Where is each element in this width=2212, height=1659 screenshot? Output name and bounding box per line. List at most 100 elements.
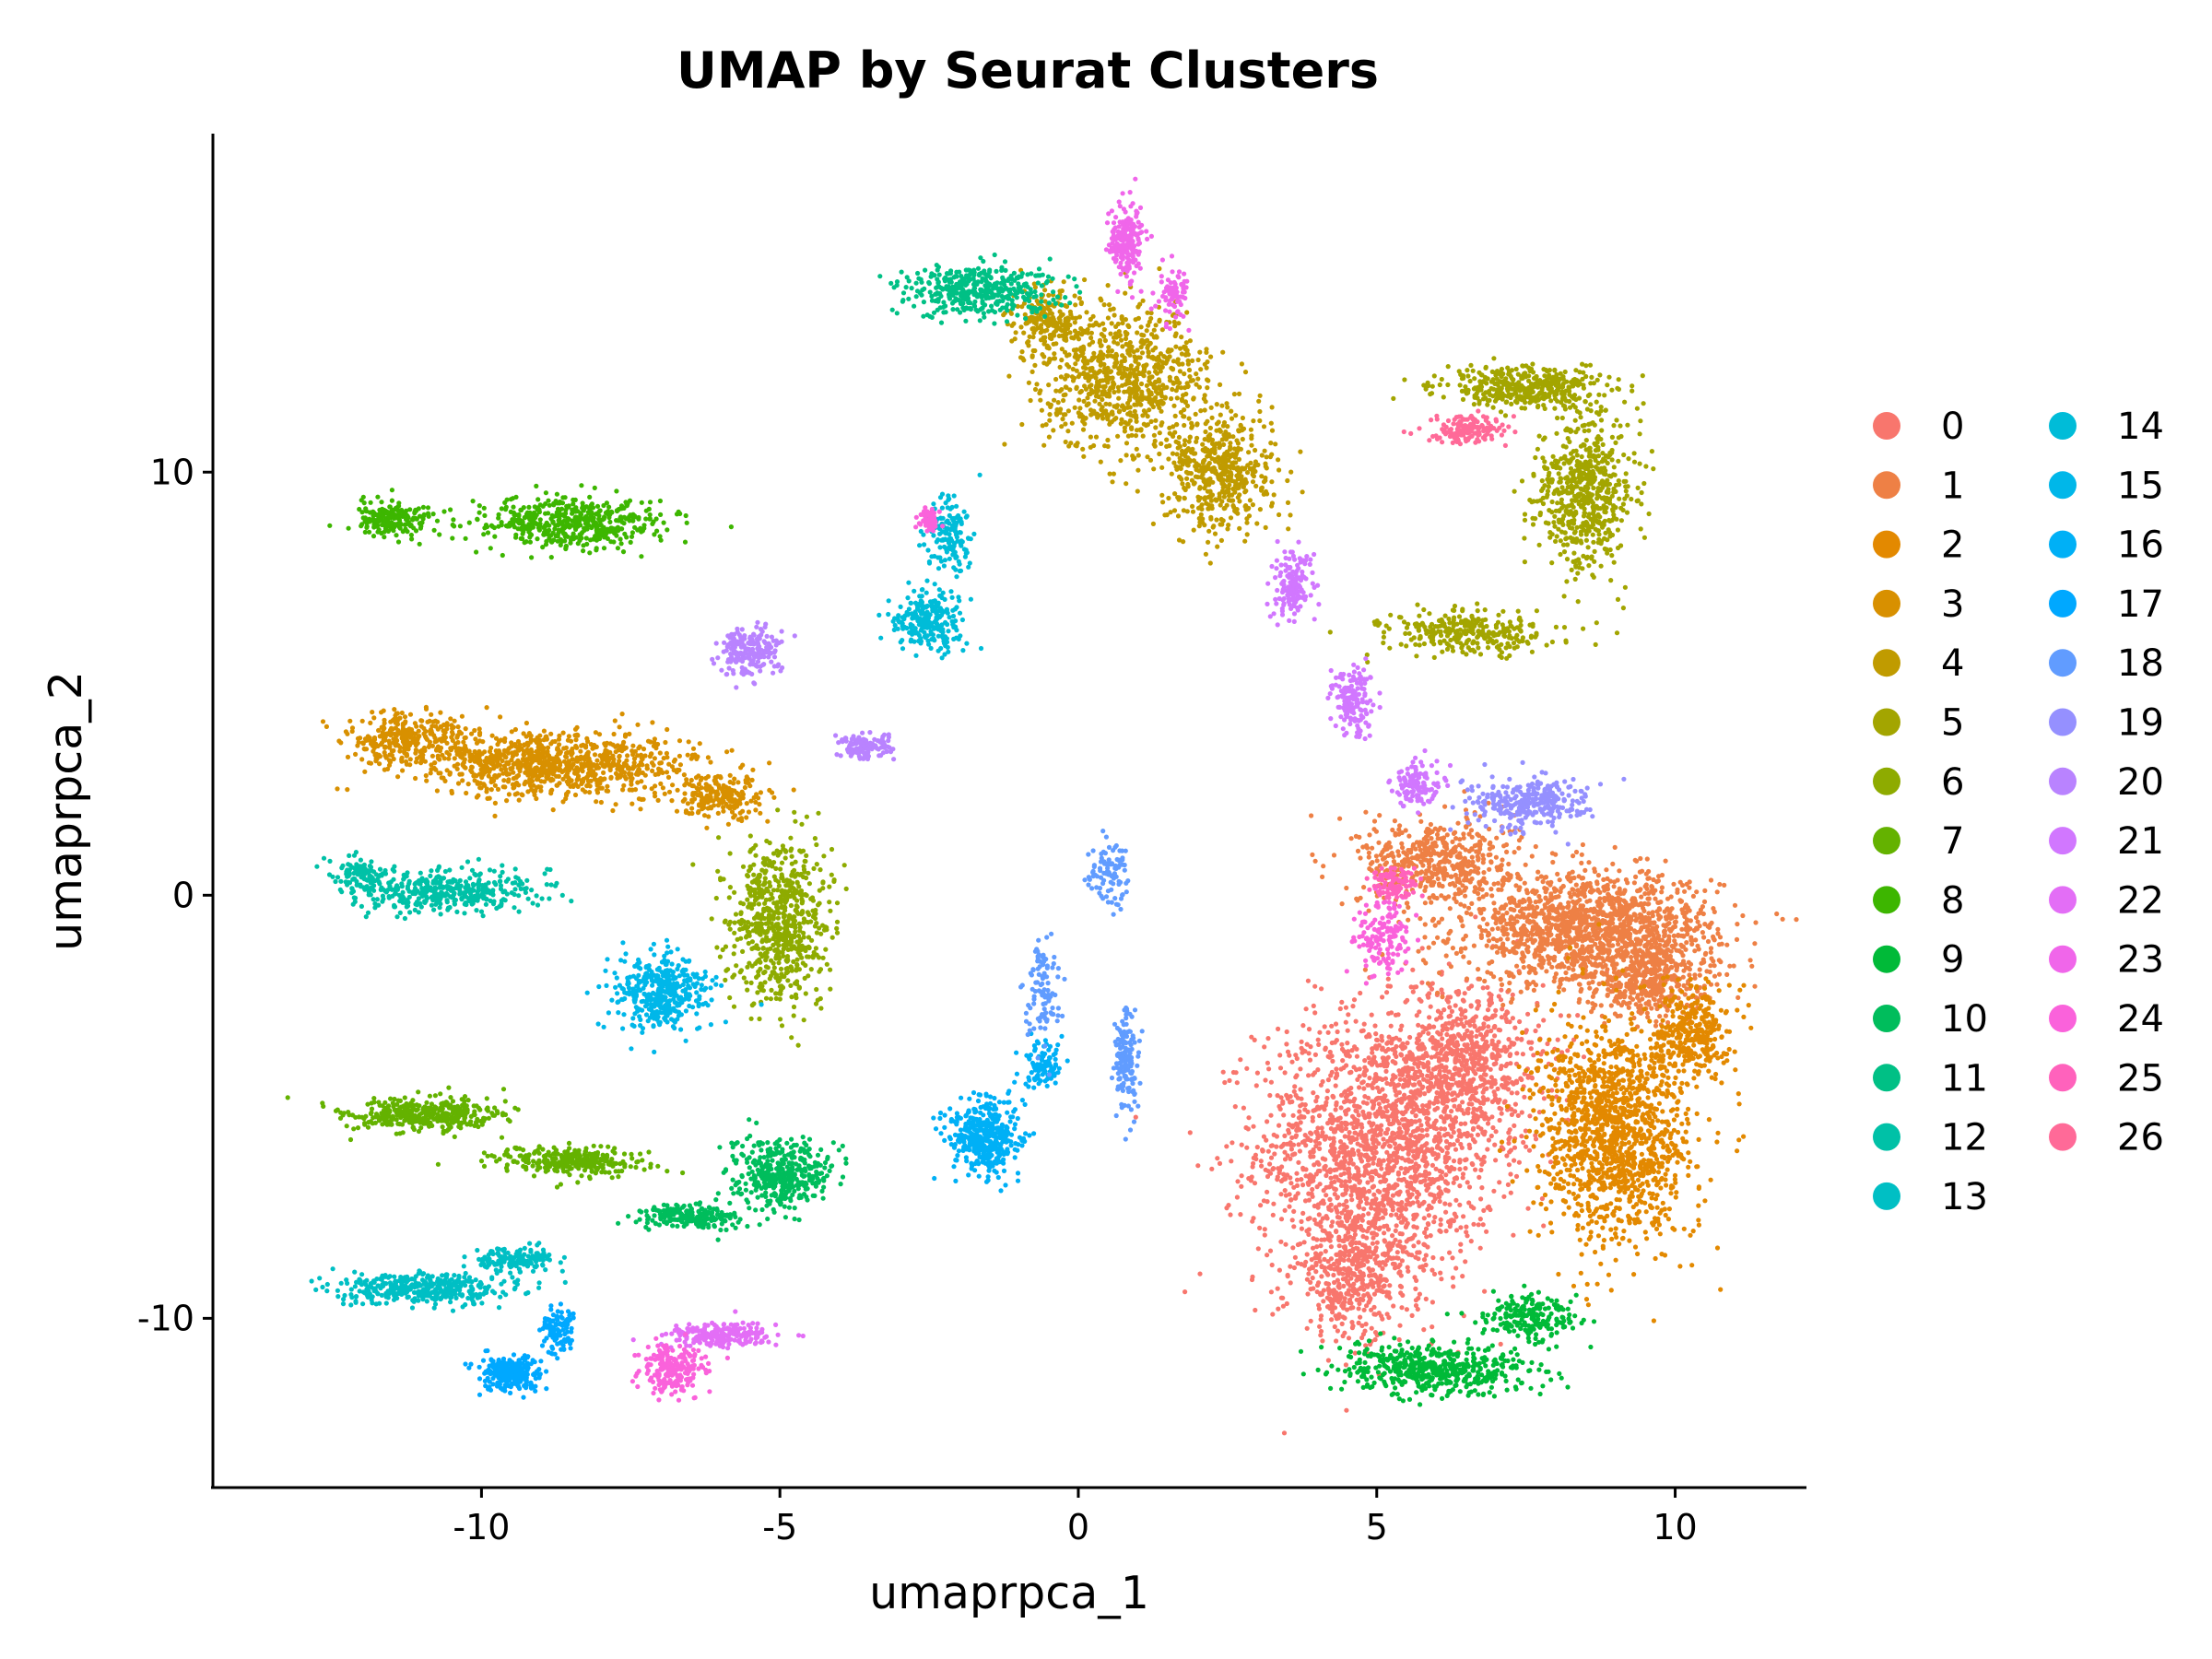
point	[1479, 887, 1485, 892]
point	[1348, 1121, 1355, 1126]
point	[1520, 912, 1525, 918]
point	[1563, 976, 1570, 982]
point	[1353, 833, 1359, 840]
point	[1302, 1198, 1309, 1204]
point	[1711, 906, 1716, 912]
point	[1475, 1132, 1481, 1137]
point	[1283, 1241, 1288, 1247]
point	[1346, 1087, 1351, 1092]
point	[1417, 1092, 1423, 1098]
point	[1471, 1221, 1477, 1227]
point	[1442, 1201, 1448, 1206]
point	[1424, 1127, 1430, 1133]
point	[1538, 944, 1544, 949]
point	[1408, 1104, 1414, 1110]
point	[1389, 1255, 1394, 1261]
point	[1553, 894, 1559, 900]
point	[1440, 1036, 1445, 1041]
point	[1533, 900, 1538, 905]
point	[1366, 1265, 1371, 1271]
point	[1337, 1115, 1343, 1121]
point	[1430, 1324, 1435, 1330]
point	[1360, 1233, 1366, 1240]
point	[1325, 1077, 1331, 1083]
point	[1561, 929, 1567, 935]
point	[1695, 919, 1700, 924]
point	[1489, 1054, 1495, 1060]
point	[1526, 898, 1533, 903]
point	[1632, 901, 1638, 907]
point	[1666, 908, 1672, 913]
point	[1368, 861, 1373, 866]
point	[1271, 1201, 1277, 1206]
point	[1349, 1325, 1355, 1331]
point	[1446, 1014, 1452, 1019]
point	[1666, 926, 1672, 932]
point	[1364, 1140, 1370, 1146]
point	[1320, 874, 1325, 880]
point	[1380, 1265, 1385, 1271]
point	[1440, 1023, 1445, 1029]
point	[1697, 972, 1702, 978]
point	[1270, 1312, 1276, 1317]
point	[1749, 963, 1755, 969]
point	[1505, 936, 1511, 942]
point	[1281, 1112, 1287, 1118]
point	[1466, 831, 1472, 837]
point	[1458, 1017, 1464, 1022]
point	[1197, 1271, 1203, 1277]
point	[1587, 898, 1593, 903]
point	[1356, 1306, 1361, 1312]
point	[1419, 980, 1425, 985]
point	[1451, 830, 1457, 837]
point	[1386, 1011, 1392, 1017]
point	[1450, 880, 1455, 887]
point	[1315, 1205, 1321, 1210]
point	[1546, 932, 1551, 938]
point	[1431, 1137, 1437, 1143]
point	[1308, 1318, 1313, 1324]
point	[1405, 1183, 1410, 1189]
point	[1516, 1159, 1522, 1165]
point	[1454, 1053, 1460, 1059]
point	[1334, 1071, 1339, 1077]
point	[1346, 1335, 1352, 1341]
point	[1700, 911, 1706, 917]
point	[1270, 1212, 1276, 1218]
point	[1501, 952, 1507, 959]
point	[1498, 936, 1503, 942]
point	[1451, 1180, 1456, 1185]
point	[1421, 1327, 1427, 1333]
point	[1396, 1215, 1402, 1221]
point	[1655, 912, 1661, 918]
point	[1284, 1041, 1289, 1047]
point	[1615, 952, 1620, 959]
point	[1228, 1212, 1233, 1218]
point	[1639, 894, 1644, 900]
point	[1441, 938, 1446, 944]
point	[1277, 1103, 1282, 1110]
point	[1335, 1029, 1340, 1035]
point	[1469, 900, 1475, 907]
point	[1478, 1196, 1484, 1202]
point	[1359, 1029, 1364, 1034]
point	[1328, 1175, 1334, 1181]
point	[1458, 1133, 1464, 1138]
point	[1659, 889, 1665, 895]
point	[1722, 882, 1727, 888]
point	[1396, 827, 1402, 832]
point	[1437, 1135, 1442, 1140]
point	[1451, 1159, 1457, 1164]
point	[1459, 1145, 1465, 1150]
point	[1463, 1166, 1468, 1171]
point	[1367, 1120, 1372, 1125]
point	[1424, 1108, 1430, 1113]
point	[1499, 1111, 1504, 1116]
point	[1522, 880, 1527, 886]
point	[1333, 1107, 1338, 1112]
point	[1378, 1109, 1383, 1114]
point	[1410, 1148, 1416, 1154]
point	[1252, 1181, 1258, 1186]
point	[1512, 1041, 1517, 1046]
point	[1307, 1216, 1312, 1221]
